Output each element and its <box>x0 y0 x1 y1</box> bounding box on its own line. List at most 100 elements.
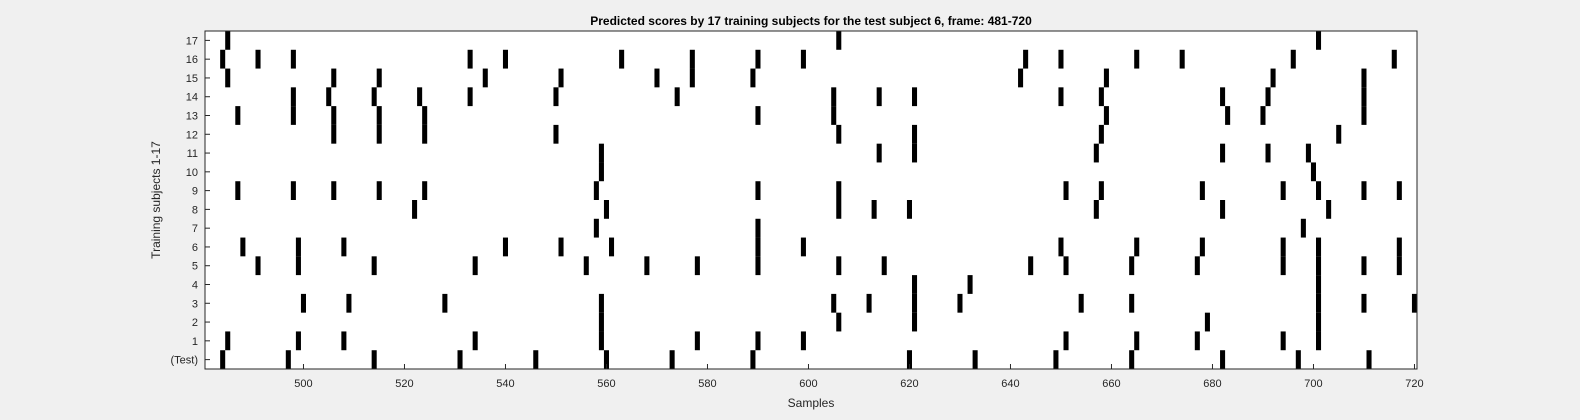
x-tick-label: 580 <box>698 378 716 390</box>
event-mark <box>300 293 306 313</box>
event-mark <box>295 331 301 351</box>
event-mark <box>502 237 508 257</box>
event-mark <box>1280 237 1286 257</box>
event-mark <box>689 49 695 69</box>
event-mark <box>800 237 806 257</box>
event-mark <box>255 49 261 69</box>
event-mark <box>598 331 604 351</box>
x-axis-ticks: 500 520 540 560 580 600 620 640 660 680 700 720 <box>294 364 1424 390</box>
event-mark <box>1098 87 1104 107</box>
event-mark <box>750 68 756 88</box>
event-mark <box>225 68 231 88</box>
event-mark <box>472 256 478 276</box>
event-mark <box>876 143 882 163</box>
event-mark <box>912 124 918 144</box>
x-tick-label: 660 <box>1102 378 1120 390</box>
event-mark <box>1225 106 1231 125</box>
event-mark <box>1194 256 1200 276</box>
event-mark <box>1220 143 1226 163</box>
event-mark <box>371 87 377 107</box>
event-mark <box>755 106 761 125</box>
event-mark <box>290 106 296 125</box>
event-mark <box>1316 31 1322 50</box>
event-mark <box>876 87 882 107</box>
y-tick-label: 4 <box>192 280 198 292</box>
y-tick-label: 15 <box>186 73 198 85</box>
event-mark <box>836 181 842 200</box>
event-mark <box>1316 275 1322 294</box>
event-mark <box>417 87 423 107</box>
chart-title: Predicted scores by 17 training subjects… <box>590 14 1032 28</box>
event-mark <box>1361 87 1367 107</box>
event-mark <box>1194 331 1200 351</box>
event-mark <box>1220 87 1226 107</box>
y-tick-label: 5 <box>192 261 198 273</box>
x-tick-label: 540 <box>496 378 514 390</box>
event-mark <box>694 331 700 351</box>
event-mark <box>482 68 488 88</box>
event-mark <box>1220 200 1226 219</box>
x-tick-label: 520 <box>395 378 413 390</box>
event-mark <box>1204 312 1210 332</box>
event-mark <box>1361 68 1367 88</box>
event-mark <box>472 331 478 351</box>
event-marks <box>220 31 1417 369</box>
event-mark <box>755 181 761 200</box>
y-tick-label: 17 <box>186 35 198 47</box>
event-mark <box>295 237 301 257</box>
event-mark <box>1058 237 1064 257</box>
event-mark <box>831 87 837 107</box>
y-axis-label: Training subjects 1-17 <box>149 141 163 259</box>
event-mark <box>598 162 604 182</box>
y-tick-label: 9 <box>192 186 198 198</box>
y-tick-label: 6 <box>192 242 198 254</box>
event-mark <box>442 293 448 313</box>
event-mark <box>1280 181 1286 200</box>
event-mark <box>912 312 918 332</box>
event-mark <box>1220 350 1226 369</box>
event-mark <box>1361 106 1367 125</box>
event-mark <box>669 350 675 369</box>
event-mark <box>1396 256 1402 276</box>
x-tick-label: 600 <box>799 378 817 390</box>
event-mark <box>1103 106 1109 125</box>
event-mark <box>598 312 604 332</box>
event-mark <box>1361 293 1367 313</box>
event-mark <box>371 256 377 276</box>
event-mark <box>371 350 377 369</box>
event-mark <box>1199 237 1205 257</box>
x-tick-label: 620 <box>900 378 918 390</box>
event-mark <box>654 68 660 88</box>
event-mark <box>376 181 382 200</box>
event-mark <box>1028 256 1034 276</box>
event-mark <box>295 256 301 276</box>
x-tick-label: 700 <box>1304 378 1322 390</box>
event-mark <box>290 87 296 107</box>
event-mark <box>1396 237 1402 257</box>
event-mark <box>831 106 837 125</box>
event-mark <box>1361 256 1367 276</box>
event-mark <box>240 237 246 257</box>
event-mark <box>1280 331 1286 351</box>
event-mark <box>871 200 877 219</box>
event-mark <box>1310 162 1316 182</box>
event-mark <box>755 331 761 351</box>
event-mark <box>1265 87 1271 107</box>
event-mark <box>1361 181 1367 200</box>
event-mark <box>412 200 418 219</box>
event-mark <box>1316 181 1322 200</box>
event-mark <box>967 275 973 294</box>
event-mark <box>220 49 226 69</box>
y-tick-label: 10 <box>186 167 198 179</box>
event-mark <box>1023 49 1029 69</box>
event-mark <box>341 331 347 351</box>
x-tick-label: 560 <box>597 378 615 390</box>
event-mark <box>422 124 428 144</box>
event-mark <box>1098 124 1104 144</box>
event-mark <box>906 200 912 219</box>
y-tick-label: 8 <box>192 204 198 216</box>
event-mark <box>1411 293 1417 313</box>
event-mark <box>1300 218 1306 238</box>
event-mark <box>1280 256 1286 276</box>
